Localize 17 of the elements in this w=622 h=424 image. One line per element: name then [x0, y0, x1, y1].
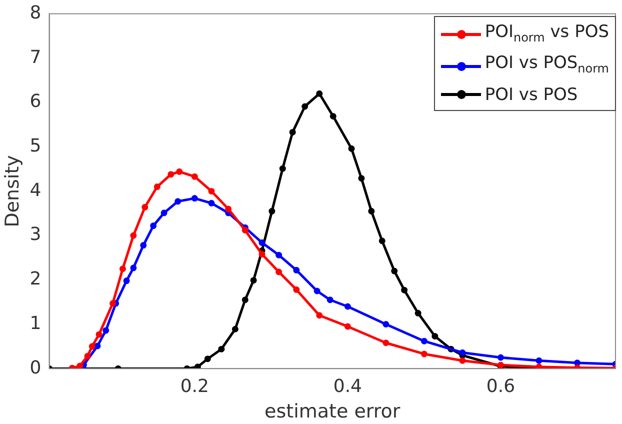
y-tick-label: 8	[30, 2, 42, 24]
x-tick-label: 0.6	[486, 376, 516, 398]
y-tick-label: 0	[30, 357, 42, 378]
y-tick-label: 4	[30, 180, 42, 201]
legend-label: POI$_{norm}$ vs POS	[484, 21, 609, 46]
y-tick-label: 1	[30, 312, 42, 334]
legend-label: POI vs POS	[484, 84, 578, 107]
y-axis-title: Density	[1, 155, 24, 228]
y-tick-label: 5	[30, 136, 42, 157]
y-tick-label: 6	[30, 91, 42, 112]
y-tick-label: 3	[30, 224, 42, 246]
y-tick-label: 2	[30, 268, 42, 290]
x-tick-label: 0.4	[333, 376, 362, 398]
x-tick-label: 0.2	[180, 376, 209, 398]
y-tick-label: 7	[30, 46, 42, 68]
x-axis-title: estimate error	[264, 400, 400, 423]
legend-label: POI vs POS$_{norm}$	[484, 52, 609, 78]
